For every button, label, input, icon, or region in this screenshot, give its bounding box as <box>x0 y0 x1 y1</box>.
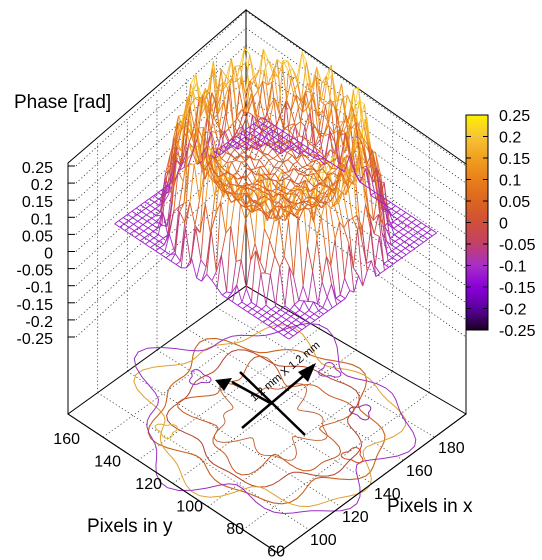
colorbar-tick-label: -0.15 <box>499 280 536 297</box>
x-axis-ticks: 100 120 140 160 180 <box>310 440 465 549</box>
z-tick-label: 0.1 <box>31 211 53 228</box>
contour-projection <box>133 322 417 515</box>
colorbar-tick-label: -0.2 <box>499 302 527 319</box>
z-tick-label: -0.1 <box>25 280 53 297</box>
y-tick-label: 120 <box>135 476 162 493</box>
scale-arrows <box>215 363 316 436</box>
z-tick-label: -0.15 <box>17 297 54 314</box>
x-tick-label: 160 <box>406 463 433 480</box>
x-tick-label: 120 <box>342 509 369 526</box>
x-axis-title: Pixels in x <box>387 496 473 517</box>
y-axis-ticks: 160 140 120 100 80 60 <box>53 431 285 560</box>
colorbar-tick-label: 0.05 <box>499 194 530 211</box>
x-tick-label: 100 <box>310 532 337 549</box>
z-axis-title: Phase [rad] <box>14 92 111 113</box>
x-tick-label: 140 <box>374 486 401 503</box>
z-tick-label: 0.05 <box>22 228 53 245</box>
z-tick-label: -0.05 <box>17 263 54 280</box>
colorbar-tick-label: -0.1 <box>499 259 527 276</box>
back-walls <box>67 8 467 414</box>
z-tick-label: 0.25 <box>22 160 53 177</box>
z-tick-label: -0.25 <box>17 331 54 348</box>
y-tick-label: 60 <box>267 544 285 560</box>
colorbar-tick-label: 0.15 <box>499 151 530 168</box>
colorbar-tick-label: 0.25 <box>499 108 530 125</box>
z-tick-label: 0 <box>44 246 53 263</box>
z-tick-label: 0.2 <box>31 177 53 194</box>
y-tick-label: 160 <box>53 431 80 448</box>
colorbar-tick-label: -0.25 <box>499 323 536 340</box>
colorbar-tick-label: 0 <box>499 216 508 233</box>
z-axis-ticks: 0.250.20.150.10.050-0.05-0.1-0.15-0.2-0.… <box>17 160 54 348</box>
colorbar-tick-label: 0.2 <box>499 130 521 147</box>
y-tick-label: 100 <box>176 499 203 516</box>
phase-surface-mesh <box>114 47 437 340</box>
colorbar-ticks: 0.25 0.2 0.15 0.1 0.05 0 -0.05 -0.1 -0.15 -0.2 -0.… <box>466 108 536 340</box>
y-tick-label: 140 <box>94 454 121 471</box>
colorbar-tick-label: 0.1 <box>499 173 521 190</box>
colorbar-tick-label: -0.05 <box>499 237 536 254</box>
x-tick-label: 180 <box>438 440 465 457</box>
y-axis-title: Pixels in y <box>87 516 173 537</box>
z-tick-label: 0.15 <box>22 194 53 211</box>
z-tick-label: -0.2 <box>25 314 53 331</box>
y-tick-label: 80 <box>226 521 244 538</box>
